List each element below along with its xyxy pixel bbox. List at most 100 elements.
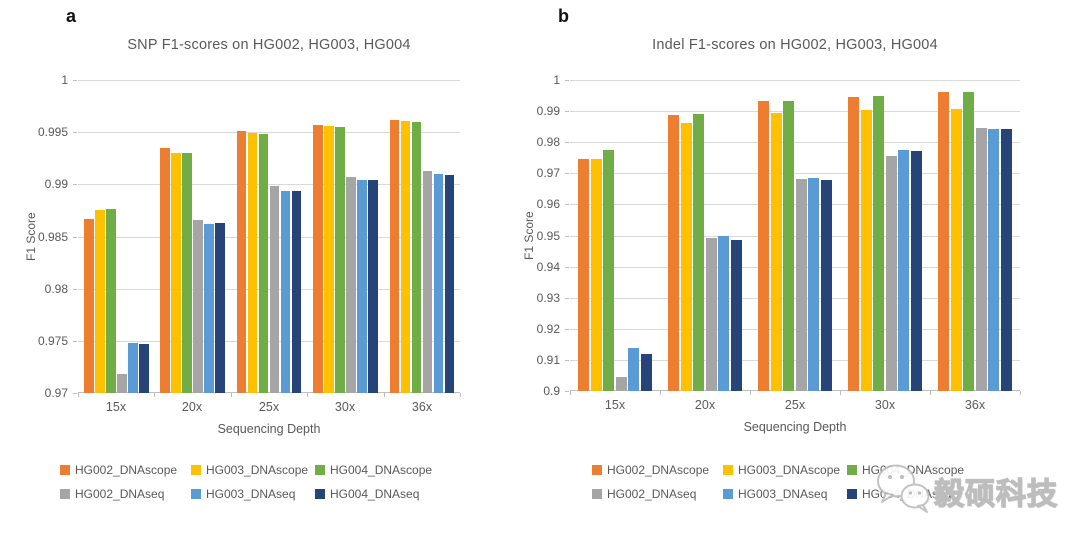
bar-HG003_DNAseq-30x: [898, 149, 910, 391]
y-tick-mark: [73, 341, 77, 342]
gridline: [570, 298, 1020, 299]
y-tick-mark: [73, 80, 77, 81]
x-axis-title-snp: Sequencing Depth: [217, 422, 321, 436]
y-tick-label: 0.95: [536, 229, 560, 243]
bar-HG003_DNAscope-36x: [400, 120, 411, 393]
bar-HG003_DNAseq-36x: [433, 173, 444, 393]
gridline: [78, 289, 460, 290]
bar-HG002_DNAscope-30x: [848, 97, 860, 391]
plot-area-snp: 1 0.995 0.99 0.985 0.98 0.975 0.97 15x 20x 25x 30x…: [38, 73, 461, 414]
legend-swatch: [592, 465, 602, 475]
legend-label: HG002_DNAseq: [607, 487, 697, 501]
x-tick-label-36x: 36x: [964, 398, 986, 412]
y-tick-label: 0.985: [37, 230, 68, 244]
bar-HG002_DNAseq-20x: [193, 219, 203, 393]
bar-HG002_DNAseq-15x: [117, 374, 127, 393]
legend-label: HG003_DNAseq: [738, 487, 828, 501]
x-tick-mark: [1020, 391, 1021, 395]
y-tick-mark: [565, 298, 569, 299]
bar-HG004_DNAseq-20x: [215, 222, 225, 393]
legend-swatch: [191, 465, 201, 475]
bar-HG004_DNAseq-25x: [291, 190, 302, 393]
gridline: [570, 329, 1020, 330]
bar-HG002_DNAscope-20x: [160, 147, 170, 393]
x-tick-mark: [840, 391, 841, 395]
legend-item-HG004_DNAscope: HG004_DNAscope: [847, 463, 964, 477]
bar-HG002_DNAseq-36x: [422, 170, 433, 393]
bar-HG002_DNAscope-15x: [84, 218, 94, 393]
plot-area-indel: 1 0.99 0.98 0.97 0.96 0.95 0.94 0.93 0.92 0.91 0.9…: [537, 73, 1021, 412]
bar-HG003_DNAseq-25x: [808, 177, 820, 391]
bar-HG003_DNAscope-25x: [247, 133, 258, 393]
bar-HG004_DNAseq-30x: [910, 150, 922, 391]
bar-HG003_DNAseq-20x: [204, 224, 214, 393]
legend-label: HG002_DNAscope: [75, 463, 178, 477]
bar-HG004_DNAscope-30x: [335, 126, 345, 393]
x-axis-line: [78, 392, 460, 393]
gridline: [570, 173, 1020, 174]
panel-snp: a SNP F1-scores on HG002, HG003, HG004 F…: [24, 6, 461, 501]
y-tick-label: 0.975: [37, 334, 68, 348]
gridline: [570, 204, 1020, 205]
y-tick-mark: [565, 204, 569, 205]
x-axis-line: [570, 390, 1020, 391]
bar-HG003_DNAseq-36x: [988, 128, 1000, 391]
legend-item-HG003_DNAseq: HG003_DNAseq: [723, 487, 827, 501]
legend-item-HG004_DNAseq: HG004_DNAseq: [847, 487, 951, 501]
y-tick-mark: [565, 360, 569, 361]
x-axis-title-indel: Sequencing Depth: [743, 420, 847, 434]
legend-item-HG002_DNAseq: HG002_DNAseq: [60, 487, 164, 501]
bar-HG002_DNAscope-20x: [668, 114, 680, 391]
x-tick-mark: [384, 393, 385, 397]
bar-HG004_DNAseq-15x: [139, 344, 149, 393]
y-tick-mark: [565, 80, 569, 81]
legend-label: HG003_DNAseq: [206, 487, 296, 501]
bar-HG002_DNAscope-15x: [578, 159, 590, 391]
legend-label: HG004_DNAseq: [330, 487, 420, 501]
bar-HG003_DNAscope-30x: [324, 125, 334, 393]
bar-HG004_DNAseq-36x: [1000, 129, 1012, 391]
legend-swatch: [60, 489, 70, 499]
legend-swatch: [315, 489, 325, 499]
y-tick-label: 0.96: [536, 197, 560, 211]
bar-HG004_DNAseq-20x: [730, 239, 742, 391]
legend-label: HG004_DNAscope: [862, 463, 965, 477]
y-tick-label: 0.99: [44, 177, 68, 191]
bar-HG004_DNAseq-30x: [368, 180, 378, 393]
y-tick-mark: [73, 393, 77, 394]
bar-HG002_DNAscope-36x: [938, 92, 950, 391]
legend-swatch: [315, 465, 325, 475]
bar-HG002_DNAscope-30x: [313, 124, 323, 393]
bar-HG003_DNAseq-15x: [128, 342, 138, 393]
y-tick-label: 0.97: [44, 386, 68, 400]
x-tick-label-30x: 30x: [874, 398, 896, 412]
x-tick-mark: [231, 393, 232, 397]
x-tick-label-30x: 30x: [334, 400, 356, 414]
bar-HG002_DNAseq-36x: [975, 128, 987, 391]
bar-HG002_DNAscope-36x: [389, 119, 400, 393]
bar-HG003_DNAseq-30x: [357, 180, 367, 393]
x-tick-mark: [660, 391, 661, 395]
x-tick-mark: [307, 393, 308, 397]
legend-swatch: [847, 465, 857, 475]
x-tick-mark: [78, 393, 79, 397]
bar-HG003_DNAscope-20x: [680, 122, 692, 391]
y-tick-mark: [565, 173, 569, 174]
bar-HG004_DNAscope-25x: [783, 101, 795, 391]
legend-label: HG004_DNAscope: [330, 463, 433, 477]
y-tick-mark: [73, 184, 77, 185]
legend-label: HG004_DNAseq: [862, 487, 952, 501]
gridline: [78, 237, 460, 238]
legend-swatch: [847, 489, 857, 499]
bar-HG004_DNAscope-30x: [873, 96, 885, 391]
legend-item-HG003_DNAscope: HG003_DNAscope: [723, 463, 840, 477]
bar-HG004_DNAscope-15x: [106, 209, 116, 393]
bar-HG002_DNAseq-25x: [269, 186, 280, 393]
legend-label: HG003_DNAscope: [206, 463, 309, 477]
y-tick-mark: [565, 111, 569, 112]
bar-HG003_DNAscope-15x: [95, 210, 105, 393]
y-tick-label: 0.94: [536, 260, 560, 274]
y-tick-label: 0.92: [536, 322, 560, 336]
legend-swatch: [592, 489, 602, 499]
